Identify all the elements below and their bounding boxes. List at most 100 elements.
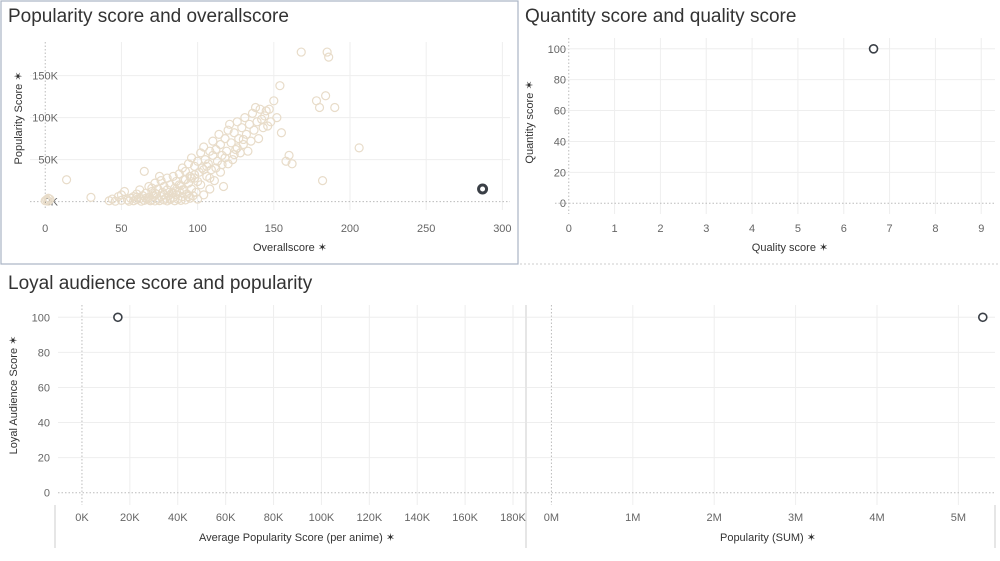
data-point[interactable] — [205, 184, 215, 194]
data-point[interactable] — [252, 117, 262, 127]
chart-title-loyal-popularity: Loyal audience score and popularity — [8, 273, 313, 294]
data-point[interactable] — [212, 156, 223, 166]
data-point[interactable] — [202, 161, 212, 171]
data-point[interactable] — [43, 196, 53, 206]
data-point[interactable] — [189, 170, 200, 180]
data-point[interactable] — [266, 117, 276, 127]
data-point[interactable] — [237, 123, 247, 133]
data-point[interactable] — [61, 175, 72, 185]
data-point[interactable] — [321, 91, 331, 101]
data-point[interactable] — [287, 159, 297, 169]
data-point[interactable] — [322, 47, 332, 57]
x-axis-label: Popularity (SUM) ✶ — [720, 532, 816, 544]
x-tick-label: 160K — [452, 512, 478, 524]
data-point[interactable] — [208, 136, 218, 146]
x-tick-label: 9 — [978, 223, 984, 235]
y-tick-label: 0 — [560, 198, 566, 210]
data-point[interactable] — [43, 193, 53, 203]
data-point[interactable] — [132, 192, 142, 202]
data-point[interactable] — [241, 129, 251, 139]
data-point[interactable] — [214, 129, 224, 139]
data-point[interactable] — [314, 102, 325, 113]
data-point[interactable] — [138, 191, 148, 201]
data-point[interactable] — [113, 312, 123, 323]
data-point[interactable] — [197, 163, 207, 173]
y-tick-label: 40 — [38, 418, 50, 430]
data-point[interactable] — [154, 171, 165, 181]
data-point[interactable] — [234, 134, 244, 144]
data-point[interactable] — [221, 146, 232, 156]
data-point[interactable] — [249, 125, 259, 135]
x-tick-label: 4 — [749, 223, 755, 235]
data-point[interactable] — [199, 190, 209, 200]
data-point[interactable] — [260, 111, 270, 121]
data-point[interactable] — [269, 96, 279, 106]
data-point[interactable] — [229, 128, 239, 138]
data-point[interactable] — [139, 166, 149, 176]
data-point[interactable] — [264, 104, 274, 114]
x-tick-label: 50 — [115, 223, 127, 235]
x-tick-label: 250 — [417, 223, 435, 235]
data-point[interactable] — [354, 143, 364, 153]
data-point[interactable] — [205, 173, 215, 183]
data-point[interactable] — [275, 81, 285, 91]
data-point[interactable] — [171, 186, 181, 197]
data-point[interactable] — [253, 134, 264, 144]
data-point[interactable] — [141, 193, 151, 203]
data-point[interactable] — [185, 171, 195, 181]
y-axis-label: Quantity score ✶ — [524, 80, 536, 163]
data-point[interactable] — [209, 176, 219, 186]
data-point[interactable] — [110, 196, 120, 206]
data-point[interactable] — [150, 188, 160, 198]
data-point[interactable] — [177, 185, 187, 195]
x-tick-label: 8 — [932, 223, 938, 235]
data-point[interactable] — [220, 153, 230, 163]
data-point[interactable] — [324, 52, 334, 62]
data-point[interactable] — [168, 171, 178, 181]
y-axis-label: Popularity Score ✶ — [13, 72, 25, 165]
data-point[interactable] — [86, 192, 96, 202]
data-point[interactable] — [211, 144, 221, 155]
data-point[interactable] — [284, 150, 294, 160]
data-point[interactable] — [246, 136, 256, 146]
data-point[interactable] — [240, 112, 250, 123]
data-point[interactable] — [119, 186, 130, 197]
data-point[interactable] — [276, 128, 287, 138]
x-tick-label: 5 — [795, 223, 801, 235]
data-point[interactable] — [317, 176, 328, 186]
y-tick-label: 20 — [554, 167, 566, 179]
data-point[interactable] — [183, 191, 194, 202]
data-point[interactable] — [255, 104, 265, 114]
y-tick-label: 60 — [38, 382, 50, 394]
x-tick-label: 150 — [265, 223, 283, 235]
data-point[interactable] — [223, 125, 233, 135]
data-point[interactable] — [977, 312, 988, 323]
data-point[interactable] — [180, 175, 191, 185]
data-point[interactable] — [243, 146, 253, 156]
x-tick-label: 0M — [544, 512, 559, 524]
data-point[interactable] — [147, 183, 157, 193]
data-point[interactable] — [231, 144, 241, 155]
y-axis-label: Loyal Audience Score ✶ — [8, 336, 20, 455]
data-point[interactable] — [232, 117, 242, 127]
data-point[interactable] — [477, 183, 489, 195]
data-point[interactable] — [226, 138, 236, 148]
data-point[interactable] — [232, 143, 242, 153]
data-point[interactable] — [330, 102, 340, 113]
data-point[interactable] — [218, 181, 229, 192]
data-point[interactable] — [215, 139, 226, 150]
data-point[interactable] — [238, 134, 248, 145]
data-point[interactable] — [868, 44, 879, 54]
data-point[interactable] — [186, 184, 197, 194]
data-point[interactable] — [165, 193, 175, 203]
data-point[interactable] — [220, 134, 230, 144]
data-point[interactable] — [250, 102, 261, 113]
data-point[interactable] — [272, 112, 282, 123]
data-point[interactable] — [193, 194, 203, 204]
data-point[interactable] — [199, 142, 209, 152]
data-point[interactable] — [258, 123, 268, 133]
data-point[interactable] — [296, 47, 306, 57]
y-tick-label: 150K — [32, 71, 58, 83]
data-point[interactable] — [42, 195, 52, 205]
